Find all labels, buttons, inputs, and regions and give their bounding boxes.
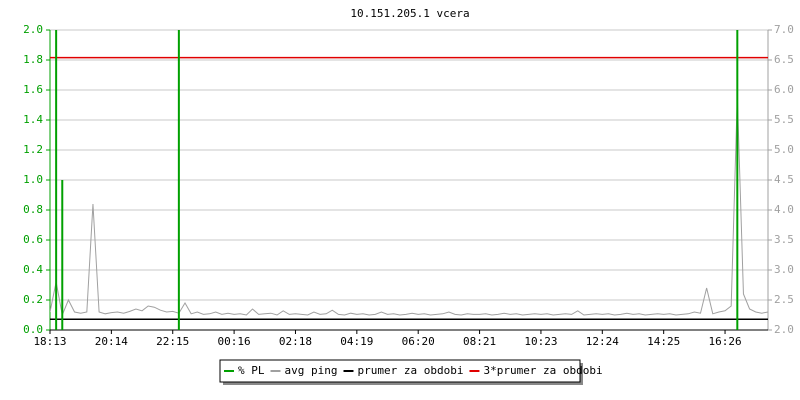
y2-tick-label: 4.0 xyxy=(774,203,794,216)
x-tick-label: 06:20 xyxy=(402,335,435,348)
x-tick-label: 10:23 xyxy=(524,335,557,348)
y2-tick-label: 6.0 xyxy=(774,83,794,96)
legend-label: avg ping xyxy=(285,364,338,377)
y-tick-label: 1.0 xyxy=(23,173,43,186)
series-line xyxy=(50,95,768,317)
legend-label: % PL xyxy=(238,364,265,377)
x-tick-label: 12:24 xyxy=(586,335,619,348)
y2-tick-label: 2.0 xyxy=(774,323,794,336)
y2-tick-label: 5.0 xyxy=(774,143,794,156)
x-tick-label: 22:15 xyxy=(156,335,189,348)
y2-tick-label: 7.0 xyxy=(774,23,794,36)
x-tick-label: 16:26 xyxy=(708,335,741,348)
plot xyxy=(50,30,768,330)
x-tick-label: 04:19 xyxy=(340,335,373,348)
x-tick-label: 14:25 xyxy=(647,335,680,348)
legend-label: prumer za obdobi xyxy=(357,364,463,377)
y2-tick-label: 3.5 xyxy=(774,233,794,246)
y2-tick-label: 4.5 xyxy=(774,173,794,186)
y-tick-label: 1.8 xyxy=(23,53,43,66)
y-tick-label: 0.8 xyxy=(23,203,43,216)
x-tick-label: 00:16 xyxy=(218,335,251,348)
y-tick-label: 0.6 xyxy=(23,233,43,246)
y2-tick-label: 6.5 xyxy=(774,53,794,66)
legend xyxy=(219,359,581,383)
y-tick-label: 2.0 xyxy=(23,23,43,36)
x-tick-label: 08:21 xyxy=(463,335,496,348)
y2-tick-label: 2.5 xyxy=(774,293,794,306)
y-tick-label: 0.4 xyxy=(23,263,43,276)
y-tick-label: 1.4 xyxy=(23,113,43,126)
chart-title: 10.151.205.1 vcera xyxy=(350,7,469,20)
y-tick-label: 1.6 xyxy=(23,83,43,96)
x-tick-label: 18:13 xyxy=(33,335,66,348)
y2-tick-label: 5.5 xyxy=(774,113,794,126)
y-tick-label: 0.0 xyxy=(23,323,43,336)
x-tick-label: 20:14 xyxy=(95,335,128,348)
x-tick-label: 02:18 xyxy=(279,335,312,348)
y2-tick-label: 3.0 xyxy=(774,263,794,276)
y-tick-label: 0.2 xyxy=(23,293,43,306)
legend-label: 3*prumer za obdobi xyxy=(483,364,602,377)
y-tick-label: 1.2 xyxy=(23,143,43,156)
